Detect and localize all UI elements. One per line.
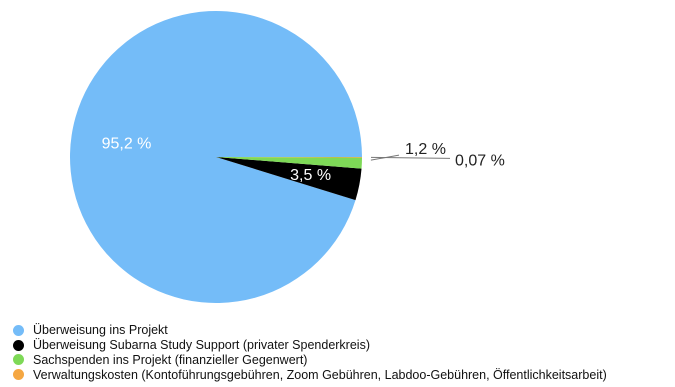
legend-swatch	[13, 339, 24, 351]
slice-label-outside: 1,2 %	[405, 141, 446, 158]
pie-labels: 95,2 % 3,5 % 1,2 % 0,07 %	[102, 135, 505, 184]
callout-line	[370, 156, 451, 159]
legend-label: Sachspenden ins Projekt (finanzieller Ge…	[33, 352, 308, 367]
pie-callouts	[370, 154, 451, 161]
slice-label-outside: 0,07 %	[455, 152, 505, 169]
pie-slices	[70, 10, 363, 303]
legend-label: Überweisung Subarna Study Support (priva…	[33, 338, 370, 353]
pie-chart: 95,2 % 3,5 % 1,2 % 0,07 %	[70, 10, 505, 303]
pie-slice-sachspenden-ins-projekt-finanzieller-geg	[216, 157, 362, 169]
legend-swatch	[13, 324, 24, 336]
pie-slice-verwaltungskosten-kontof-hrungsgeb-hren-	[216, 157, 362, 158]
legend-label: Überweisung ins Projekt	[33, 323, 168, 338]
legend-swatch	[13, 354, 24, 366]
legend-item: Überweisung ins Projekt	[13, 323, 607, 338]
chart-legend: Überweisung ins Projekt Überweisung Subar…	[13, 323, 607, 382]
slice-label-main: 95,2 %	[102, 135, 152, 152]
slice-label-inside: 3,5 %	[290, 167, 331, 184]
legend-swatch	[13, 369, 24, 381]
legend-item: Verwaltungskosten (Kontoführungsgebühren…	[13, 367, 607, 382]
pie-slice-berweisung-subarna-study-support-private	[216, 157, 362, 201]
legend-item: Überweisung Subarna Study Support (priva…	[13, 338, 607, 353]
legend-label: Verwaltungskosten (Kontoführungsgebühren…	[33, 367, 607, 382]
legend-item: Sachspenden ins Projekt (finanzieller Ge…	[13, 353, 607, 368]
